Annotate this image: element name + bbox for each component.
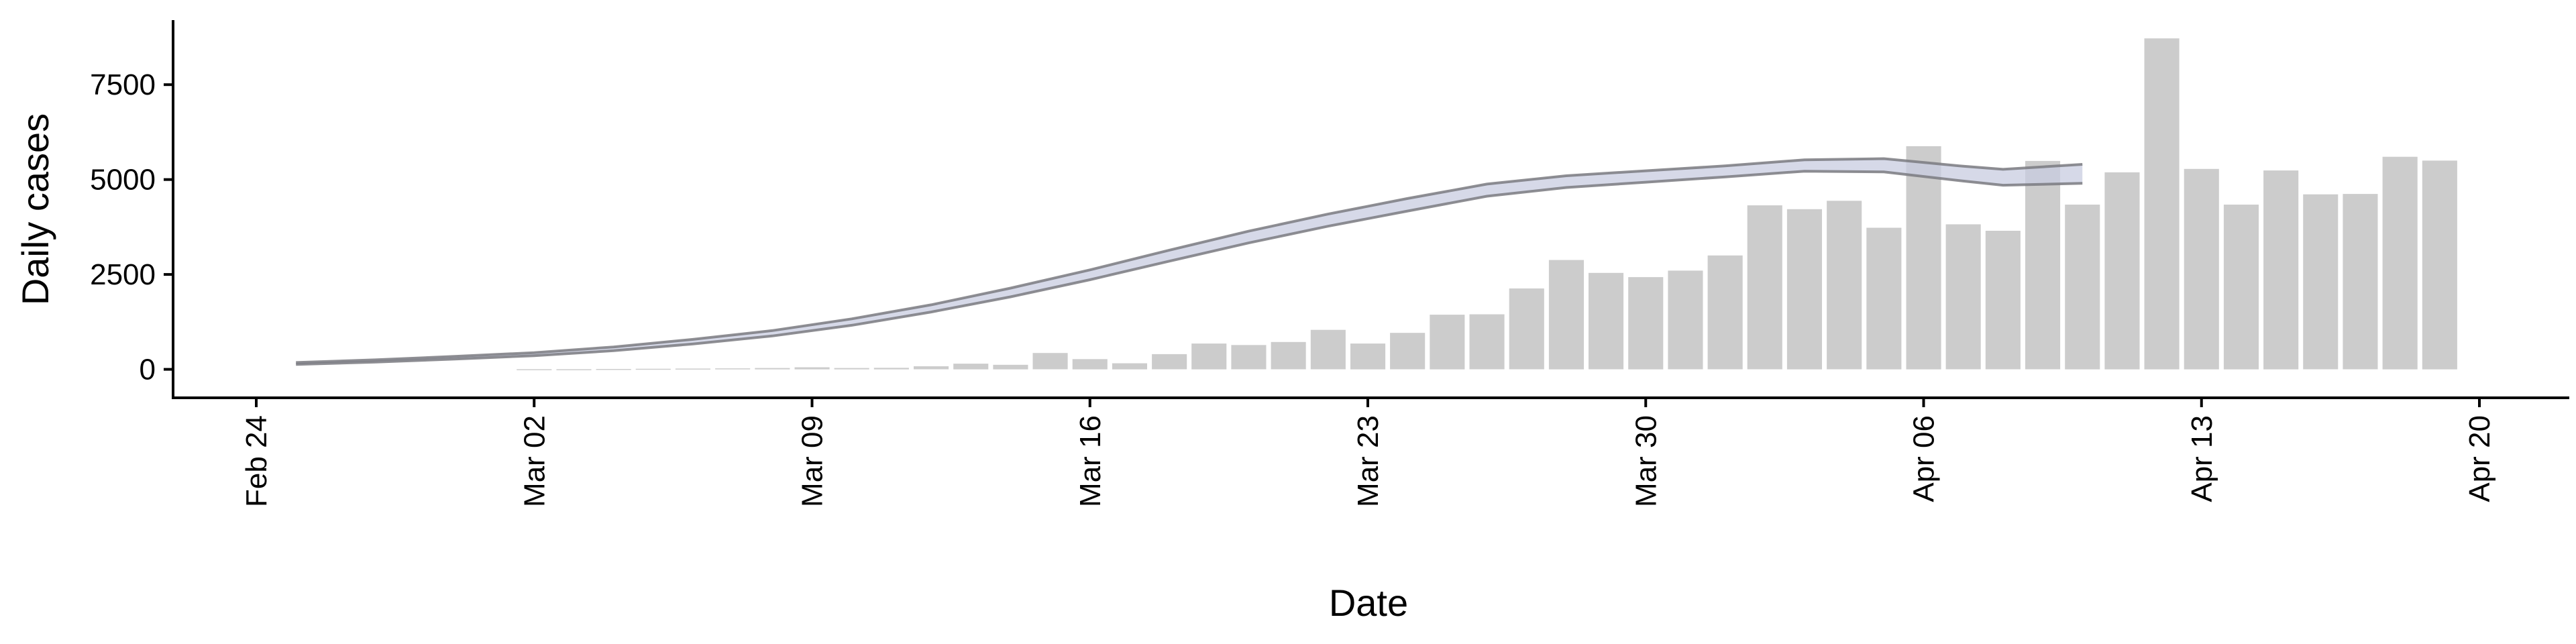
bar [1191, 343, 1227, 370]
bar [556, 369, 592, 370]
x-tick-label: Apr 20 [2463, 415, 2496, 502]
bar [2104, 172, 2140, 370]
bar [993, 364, 1028, 370]
bar [596, 369, 631, 370]
y-tick-label: 2500 [90, 258, 156, 291]
bar [2422, 160, 2457, 370]
bar [794, 367, 830, 370]
bar [1747, 205, 1782, 370]
bar [1827, 201, 1862, 370]
bar [1112, 363, 1147, 370]
x-tick-label: Apr 13 [2186, 415, 2218, 502]
bar [953, 364, 989, 370]
bar [1032, 353, 1068, 370]
x-tick-label: Mar 16 [1074, 415, 1107, 507]
x-axis-title: Date [1329, 582, 1408, 624]
bar [914, 366, 949, 370]
bar [675, 368, 710, 370]
bar [1509, 288, 1544, 370]
bar [1430, 315, 1465, 370]
bar [1231, 345, 1267, 370]
bar [1945, 224, 1981, 370]
bar [1271, 341, 1306, 370]
bar [635, 368, 671, 370]
bar [1589, 272, 1624, 370]
bar [2144, 38, 2180, 370]
bar [1985, 231, 2021, 370]
bar [2343, 194, 2378, 370]
bar [2303, 194, 2339, 370]
bar [755, 368, 790, 370]
y-tick-label: 5000 [90, 164, 156, 197]
axes-layer [172, 20, 2569, 399]
bar [1152, 354, 1187, 370]
bar [1786, 209, 1822, 370]
bar [873, 368, 909, 370]
bar [834, 368, 869, 370]
bars-layer [517, 38, 2457, 370]
bar [2223, 205, 2259, 370]
bar [1390, 333, 1426, 370]
bar [517, 369, 552, 370]
bar [1866, 227, 1902, 370]
y-tick-label: 0 [140, 354, 156, 386]
y-ticks: 0 2500 5000 7500 [90, 68, 173, 386]
y-axis-title: Daily cases [14, 113, 56, 305]
bar [1072, 359, 1108, 370]
fit-band-layer [296, 157, 2083, 366]
x-tick-label: Apr 06 [1908, 415, 1941, 502]
x-tick-label: Mar 02 [518, 415, 551, 507]
x-tick-label: Mar 30 [1629, 415, 1662, 507]
bar [2263, 170, 2299, 370]
fit-band-upper-line [296, 157, 2083, 364]
x-tick-label: Mar 09 [796, 415, 829, 507]
bar [1548, 260, 1584, 370]
fit-band-lower-line [296, 170, 2083, 366]
x-tick-label: Feb 24 [240, 415, 273, 507]
bar [1906, 146, 1941, 370]
bar [1668, 270, 1703, 370]
bar [1350, 343, 1386, 370]
bar [2184, 168, 2219, 370]
x-ticks: Feb 24 Mar 02 Mar 09 Mar 16 Mar 23 Mar 30 Apr … [240, 398, 2496, 507]
bar [1310, 329, 1346, 370]
bar [2065, 205, 2100, 370]
x-tick-label: Mar 23 [1352, 415, 1385, 507]
bar [2382, 156, 2418, 370]
bar [715, 368, 751, 370]
bar [1628, 277, 1664, 370]
bar [1707, 255, 1743, 370]
y-tick-label: 7500 [90, 68, 156, 101]
bar [2025, 160, 2061, 370]
bar [1469, 314, 1505, 370]
